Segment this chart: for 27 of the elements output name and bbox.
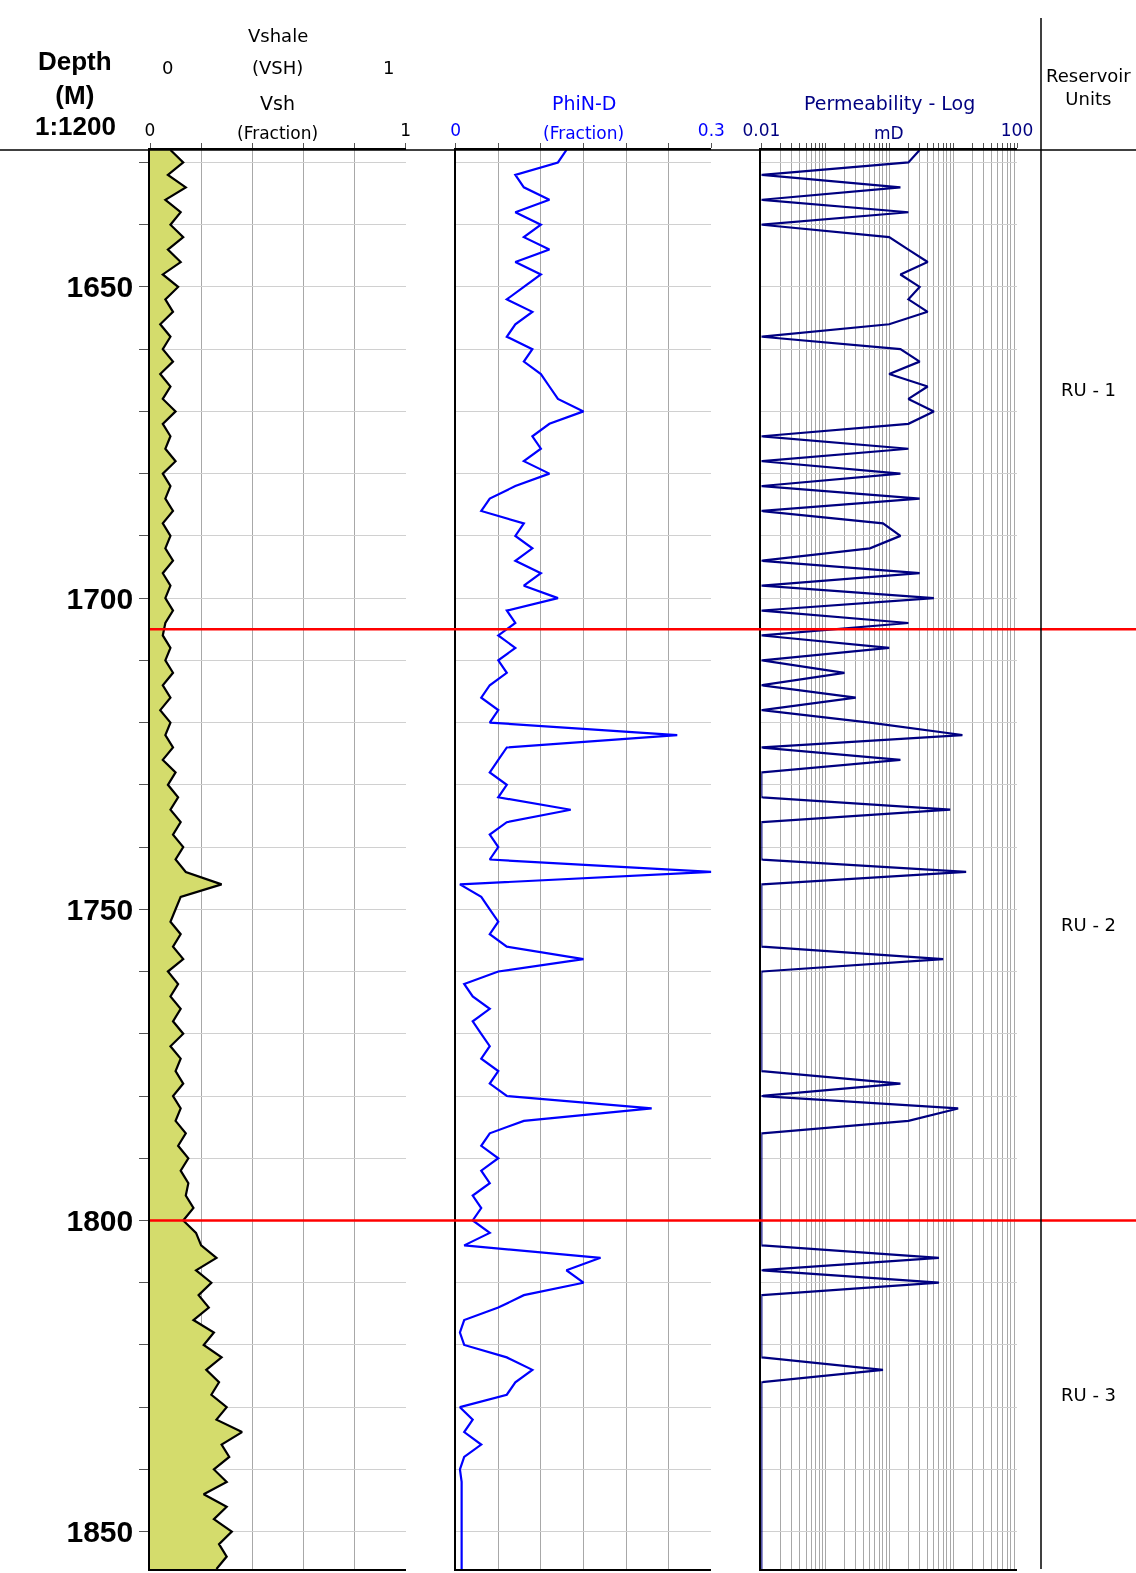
x-tick-label: 0.3 bbox=[697, 120, 725, 141]
x-tick-label: 0 bbox=[144, 120, 156, 141]
text: Vshale bbox=[248, 25, 309, 46]
y-axis-title: Depth (M) bbox=[38, 46, 112, 110]
y-tick-label: 1800 bbox=[66, 1203, 134, 1237]
text: RU - 3 bbox=[1061, 1384, 1117, 1405]
x-axis-title: (Fraction) bbox=[543, 123, 625, 143]
text: 1 bbox=[383, 57, 395, 78]
x-tick-label: 0.01 bbox=[742, 120, 781, 141]
text: RU - 1 bbox=[1061, 379, 1117, 400]
y-tick-label: 1700 bbox=[66, 581, 134, 615]
text: RU - 2 bbox=[1061, 914, 1117, 935]
chart-title: PhiN-D bbox=[552, 92, 617, 114]
text: (VSH) bbox=[252, 57, 304, 78]
x-tick-label: 0 bbox=[450, 120, 462, 141]
text: Reservoir Units bbox=[1046, 65, 1132, 110]
chart-title: Vsh bbox=[260, 92, 295, 114]
y-tick-label: 1650 bbox=[66, 270, 134, 304]
x-tick-label: 100 bbox=[1000, 120, 1034, 141]
x-axis-title: (Fraction) bbox=[237, 123, 319, 143]
chart-title: Permeability - Log bbox=[804, 92, 976, 114]
x-tick-label: 1 bbox=[400, 120, 412, 141]
text: 1:1200 bbox=[35, 111, 116, 141]
y-tick-label: 1750 bbox=[66, 892, 134, 926]
text: 0 bbox=[162, 57, 174, 78]
y-tick-label: 1850 bbox=[66, 1515, 134, 1549]
x-axis-title: mD bbox=[874, 123, 904, 143]
